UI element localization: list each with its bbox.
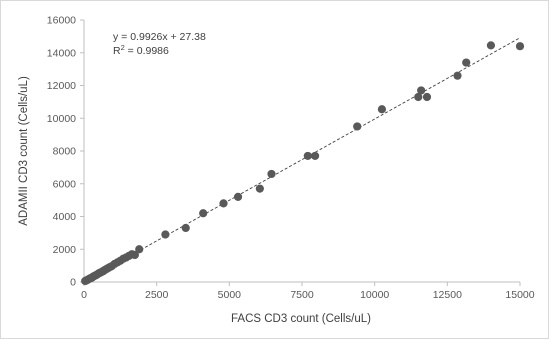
- data-point: [135, 245, 144, 254]
- data-point: [417, 86, 426, 95]
- y-tick-label: 16000: [47, 15, 76, 27]
- y-tick-labels: 0 2000 4000 6000 8000 10000 12000 14000 16000: [47, 15, 76, 289]
- data-point: [453, 71, 462, 80]
- x-axis-title: FACS CD3 count (Cells/uL): [231, 313, 371, 325]
- y-tick-label: 8000: [53, 146, 77, 158]
- data-point: [486, 41, 496, 50]
- data-point: [181, 223, 190, 233]
- data-point: [515, 42, 525, 51]
- r-squared-label: R2 = 0.9986: [113, 43, 169, 57]
- x-tick-label: 7500: [290, 289, 314, 301]
- trendline-equation: y = 0.9926x + 27.38: [113, 31, 206, 43]
- x-tick-labels: 0 2500 5000 7500 10000 12500 15000: [81, 289, 535, 301]
- y-tick-label: 12000: [47, 80, 76, 92]
- data-point: [219, 199, 228, 208]
- x-tick-label: 0: [81, 289, 87, 301]
- y-tick-label: 0: [70, 277, 76, 289]
- x-tick-label: 2500: [145, 289, 169, 301]
- y-tick-label: 6000: [53, 178, 77, 190]
- data-point: [353, 122, 362, 131]
- axes: [80, 19, 521, 286]
- data-point: [255, 184, 264, 193]
- data-point: [199, 209, 208, 218]
- trendline: [83, 37, 521, 282]
- data-point: [462, 58, 471, 67]
- data-point: [377, 105, 387, 114]
- y-tick-label: 10000: [47, 113, 76, 125]
- data-point: [267, 169, 276, 179]
- data-point: [303, 151, 312, 161]
- y-axis-title: ADAMII CD3 count (Cells/uL): [18, 76, 30, 226]
- x-tick-label: 12500: [433, 289, 462, 301]
- x-tick-label: 10000: [360, 289, 389, 301]
- y-tick-label: 2000: [53, 244, 77, 256]
- x-tick-label: 5000: [218, 289, 242, 301]
- y-tick-label: 4000: [53, 211, 77, 223]
- data-point: [422, 92, 432, 102]
- data-point: [233, 192, 243, 201]
- data-point: [130, 250, 139, 260]
- data-points: [81, 41, 525, 286]
- data-point: [161, 230, 170, 239]
- y-tick-label: 14000: [47, 47, 76, 59]
- x-tick-label: 15000: [505, 289, 534, 301]
- data-point: [310, 151, 320, 161]
- data-point: [414, 92, 423, 102]
